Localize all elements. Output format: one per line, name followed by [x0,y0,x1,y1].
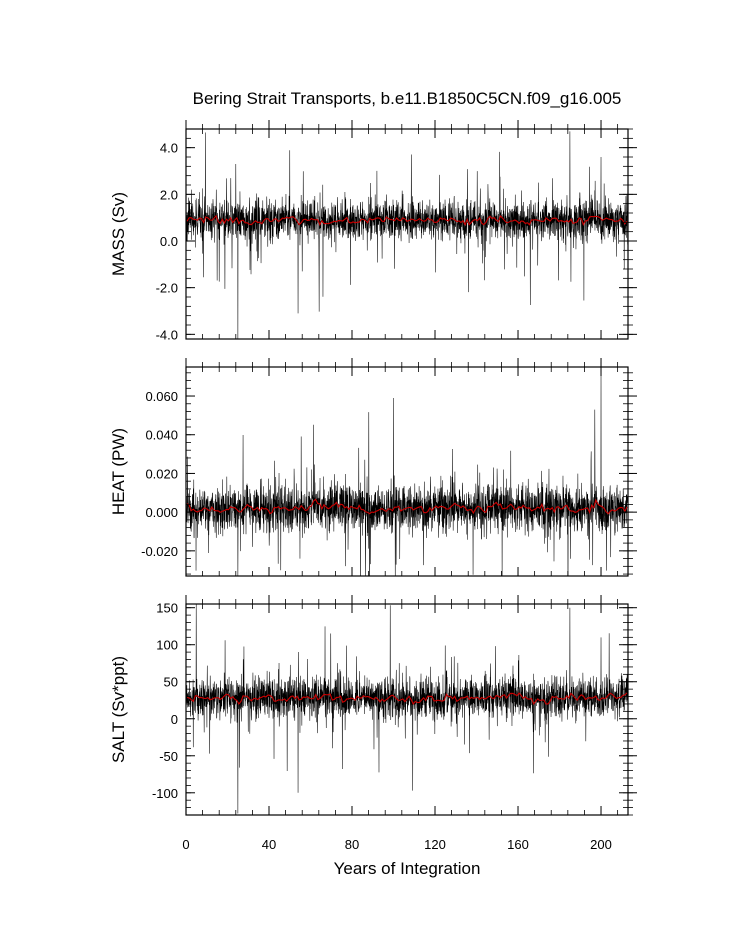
y-tick-label: 0 [171,712,178,727]
chart-title: Bering Strait Transports, b.e11.B1850C5C… [193,89,622,108]
y-tick-label: 50 [164,675,178,690]
x-tick-label: 80 [345,837,359,852]
x-tick-label: 200 [590,837,612,852]
y-tick-label: -0.020 [141,544,178,559]
x-tick-label: 0 [182,837,189,852]
panel-frame-salt [185,603,629,816]
y-tick-label: -2.0 [156,281,178,296]
y-tick-label: 0.020 [145,466,178,481]
series-annual-mean-heat [186,498,628,515]
y-tick-label: -50 [159,749,178,764]
series-monthly-heat [186,368,628,576]
series-annual-mean-salt [186,692,628,706]
series-annual-mean-mass [186,214,628,226]
y-tick-label: 2.0 [160,187,178,202]
series-monthly-salt [186,604,628,814]
panels-group: -4.0 -2.0 0.0 2.0 4.0 MASS (Sv) -0.020 0.000 0.0… [109,120,637,852]
series-monthly-mass [186,131,628,339]
y-tick-label: 100 [156,638,178,653]
panel-frame-mass [185,128,629,340]
y-tick-label: -4.0 [156,327,178,342]
x-axis-label: Years of Integration [334,859,481,878]
y-tick-label: 150 [156,601,178,616]
y-axis-label-heat: HEAT (PW) [109,428,128,515]
y-tick-label: -100 [152,786,178,801]
y-tick-label: 0.060 [145,389,178,404]
panel-heat: -0.020 0.000 0.020 0.040 0.060 HEAT (PW) [109,358,637,577]
x-tick-label: 160 [507,837,529,852]
y-tick-label: 4.0 [160,141,178,156]
x-tick-label: 40 [262,837,276,852]
y-tick-label: 0.040 [145,428,178,443]
panel-mass: -4.0 -2.0 0.0 2.0 4.0 MASS (Sv) [109,120,637,342]
panel-salt: -100 -50 0 50 100 150 SALT (Sv*ppt) [109,595,637,816]
panel-frame-heat [185,366,629,577]
y-axis-label-mass: MASS (Sv) [109,192,128,276]
y-tick-label: 0.000 [145,505,178,520]
x-tick-label: 120 [424,837,446,852]
y-axis-label-salt: SALT (Sv*ppt) [109,656,128,763]
y-tick-label: 0.0 [160,234,178,249]
